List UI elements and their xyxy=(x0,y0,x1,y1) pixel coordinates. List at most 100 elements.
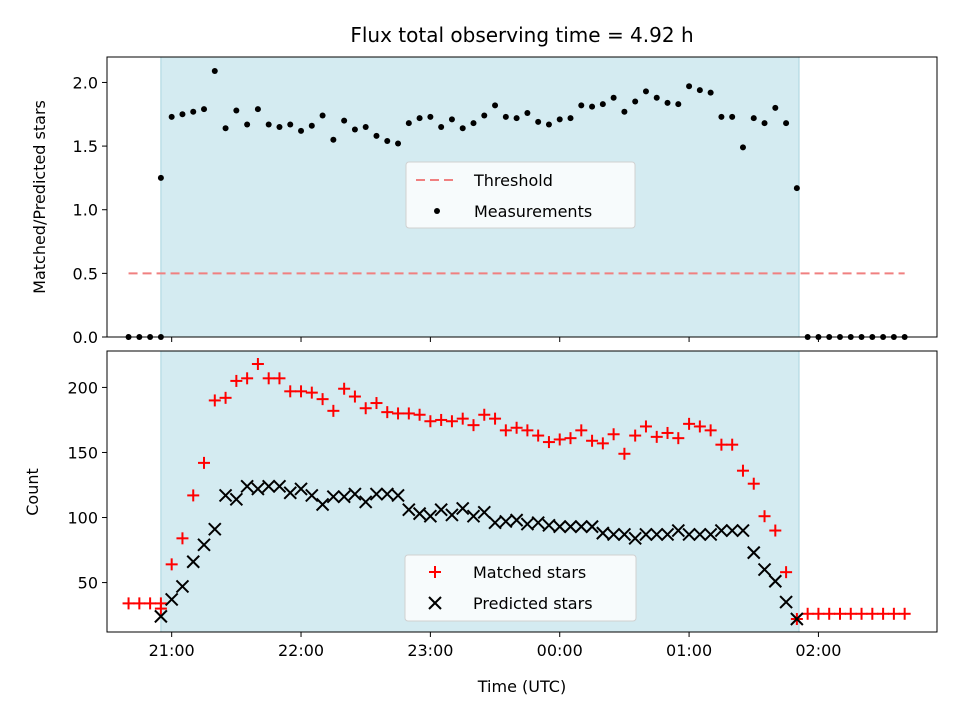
matched-point xyxy=(715,438,728,451)
measurement-point xyxy=(492,102,499,109)
measurement-point xyxy=(405,120,412,127)
predicted-point xyxy=(488,516,502,530)
predicted-point xyxy=(305,488,319,503)
matched-point xyxy=(629,429,642,442)
matched-point xyxy=(262,372,275,385)
predicted-point xyxy=(456,501,470,516)
predicted-point xyxy=(725,523,739,538)
matched-point xyxy=(122,597,135,610)
measurement-point xyxy=(664,99,671,106)
measurement-point xyxy=(190,108,197,115)
matched-point xyxy=(154,602,167,615)
matched-point xyxy=(704,424,717,437)
legend-predicted-label: Predicted stars xyxy=(473,594,593,613)
matched-point xyxy=(359,402,372,415)
matched-point xyxy=(241,372,254,385)
predicted-point xyxy=(790,612,804,626)
measurement-point xyxy=(157,174,164,181)
matched-point xyxy=(726,438,739,451)
legend-measurements-label: Measurements xyxy=(474,202,592,221)
y-tick-label: 2.0 xyxy=(73,73,98,92)
measurement-point xyxy=(470,120,477,127)
matched-point xyxy=(683,417,696,430)
predicted-point xyxy=(509,513,524,527)
matched-point xyxy=(381,406,394,419)
predicted-point xyxy=(736,523,750,538)
matched-point xyxy=(219,391,232,404)
measurement-point xyxy=(395,140,402,147)
matched-point xyxy=(327,404,340,417)
matched-point xyxy=(338,382,351,395)
legend-threshold-label: Threshold xyxy=(473,171,553,190)
predicted-point xyxy=(671,523,686,538)
matched-point xyxy=(478,408,491,421)
y-tick-label: 150 xyxy=(67,443,98,462)
predicted-point xyxy=(714,523,729,538)
matched-point xyxy=(736,464,749,477)
matched-point xyxy=(413,408,426,421)
predicted-point xyxy=(380,487,394,501)
measurement-point xyxy=(276,124,283,130)
measurement-point xyxy=(298,127,305,134)
measurement-point xyxy=(179,111,186,118)
bottom-legend: Matched stars Predicted stars xyxy=(404,554,637,622)
matched-point xyxy=(661,426,674,439)
predicted-point xyxy=(218,488,233,503)
measurement-point xyxy=(793,185,800,192)
matched-point xyxy=(230,374,243,387)
top-panel: 0.00.51.01.52.0 Matched/Predicted stars … xyxy=(30,56,938,347)
matched-point xyxy=(144,597,157,610)
measurement-point xyxy=(308,122,315,129)
matched-point xyxy=(176,532,189,545)
bottom-ylabel: Count xyxy=(23,468,42,516)
matched-point xyxy=(510,421,523,434)
bottom-x-axis: 21:00 22:00 23:00 00:00 01:00 02:00 xyxy=(149,632,841,660)
measurement-point xyxy=(233,107,240,114)
matched-point xyxy=(564,432,577,445)
predicted-point xyxy=(563,519,578,534)
predicted-point xyxy=(596,526,610,540)
matched-point xyxy=(877,607,890,620)
x-tick-label: 21:00 xyxy=(149,641,195,660)
chart-title: Flux total observing time = 4.92 h xyxy=(350,23,693,47)
matched-point xyxy=(866,607,879,620)
matched-point xyxy=(542,436,555,449)
bottom-xlabel: Time (UTC) xyxy=(477,677,566,696)
measurement-point xyxy=(556,116,563,123)
matched-point xyxy=(898,607,911,620)
measurement-point xyxy=(244,121,251,128)
matched-point xyxy=(348,390,361,403)
measurement-point xyxy=(599,101,606,108)
measurement-point xyxy=(362,124,369,130)
measurement-point xyxy=(589,103,596,110)
matched-point xyxy=(316,393,329,406)
x-tick-label: 00:00 xyxy=(537,641,583,660)
measurement-point xyxy=(341,117,348,124)
predicted-point xyxy=(337,489,351,504)
top-legend-box xyxy=(405,161,636,229)
measurement-point xyxy=(783,120,790,127)
measurement-point xyxy=(535,118,542,125)
top-panel-frame xyxy=(106,56,938,338)
matched-point xyxy=(295,385,308,398)
predicted-point xyxy=(606,527,621,542)
matched-point xyxy=(198,456,211,469)
predicted-point xyxy=(682,527,696,542)
matched-point xyxy=(758,510,771,523)
matched-point xyxy=(467,419,480,432)
x-tick-label: 23:00 xyxy=(407,641,453,660)
predicted-point xyxy=(369,487,384,501)
predicted-point xyxy=(628,531,642,546)
legend-matched-label: Matched stars xyxy=(473,563,586,582)
measurement-point xyxy=(567,115,574,122)
matched-point xyxy=(586,434,599,447)
measurement-point xyxy=(373,132,380,139)
measurement-point xyxy=(168,113,175,120)
measurement-point xyxy=(201,106,208,113)
top-y-axis: 0.0 0.5 1.0 1.5 2.0 xyxy=(73,73,107,347)
matched-point xyxy=(456,412,469,425)
bottom-panel-frame xyxy=(106,350,938,633)
measurement-point xyxy=(653,94,660,101)
predicted-point xyxy=(445,508,459,522)
matched-point xyxy=(672,432,685,445)
